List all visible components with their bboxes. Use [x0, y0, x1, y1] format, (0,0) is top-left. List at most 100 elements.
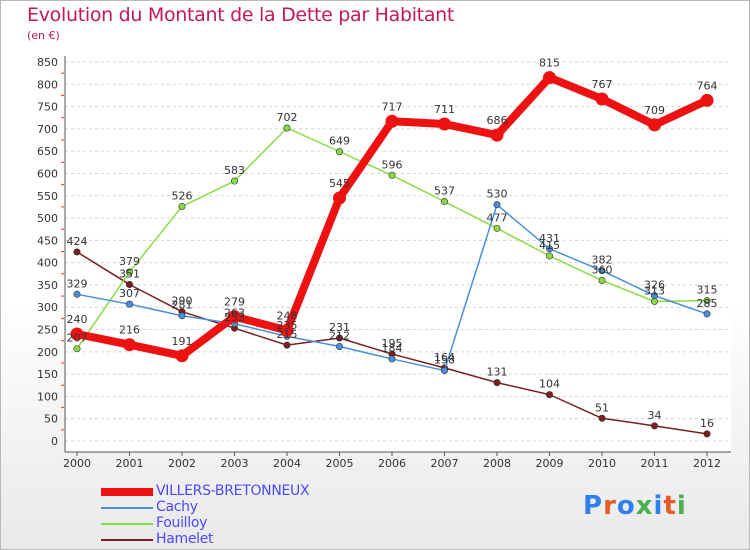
x-tick-label: 2003 [221, 457, 249, 470]
data-point-cachy [126, 300, 134, 308]
y-tick-label: 200 [37, 346, 58, 359]
data-point-fouilloy [335, 148, 343, 156]
data-label-fouilloy: 313 [644, 284, 665, 297]
data-label-villers-bretonneux: 767 [592, 78, 613, 91]
data-point-villers-bretonneux [490, 128, 504, 142]
data-label-fouilloy: 583 [224, 164, 245, 177]
data-point-hamelet [598, 414, 606, 422]
data-point-cachy [493, 201, 501, 209]
data-point-fouilloy [126, 268, 134, 276]
data-label-cachy: 326 [644, 279, 665, 292]
data-label-cachy: 382 [592, 254, 613, 267]
y-tick-label: 850 [37, 56, 58, 69]
legend-label-cachy: Cachy [156, 499, 198, 515]
data-label-fouilloy: 207 [67, 332, 88, 345]
data-label-fouilloy: 360 [592, 263, 613, 276]
data-label-cachy: 184 [382, 342, 403, 355]
legend-swatch-villers-bretonneux [101, 488, 153, 496]
data-label-cachy: 530 [487, 188, 508, 201]
legend-item-hamelet: Hamelet [101, 531, 401, 549]
data-point-cachy [703, 310, 711, 318]
logo-letter: i [676, 491, 687, 521]
data-label-villers-bretonneux: 216 [119, 324, 140, 337]
chart-unit-label: (en €) [27, 29, 60, 42]
data-point-cachy [650, 292, 658, 300]
data-label-villers-bretonneux: 545 [329, 177, 350, 190]
y-tick-label: 400 [37, 257, 58, 270]
data-point-fouilloy [178, 202, 186, 210]
data-label-cachy: 285 [697, 297, 718, 310]
data-point-fouilloy [73, 345, 81, 353]
data-point-hamelet [283, 341, 291, 349]
data-point-fouilloy [388, 171, 396, 179]
x-tick-label: 2004 [273, 457, 301, 470]
y-tick-label: 100 [37, 390, 58, 403]
data-point-hamelet [335, 334, 343, 342]
legend-label-hamelet: Hamelet [156, 531, 214, 547]
y-tick-label: 600 [37, 167, 58, 180]
data-label-fouilloy: 702 [277, 111, 298, 124]
logo-letter: P [583, 491, 604, 521]
data-label-hamelet: 164 [434, 351, 455, 364]
legend-item-cachy: Cachy [101, 499, 401, 517]
data-label-villers-bretonneux: 815 [539, 57, 560, 70]
x-tick-label: 2009 [536, 457, 564, 470]
data-label-hamelet: 104 [539, 378, 560, 391]
data-label-fouilloy: 537 [434, 185, 455, 198]
x-tick-label: 2008 [483, 457, 511, 470]
logo-letter: t [663, 491, 677, 521]
proxiti-logo: Proxiti [583, 491, 687, 521]
data-point-fouilloy [231, 177, 239, 185]
data-point-villers-bretonneux [595, 92, 609, 106]
logo-letter: x [635, 491, 654, 521]
data-point-villers-bretonneux [70, 327, 84, 341]
data-label-fouilloy: 379 [119, 255, 140, 268]
data-point-cachy [335, 342, 343, 350]
data-point-fouilloy [545, 252, 553, 260]
data-point-hamelet [703, 430, 711, 438]
x-tick-label: 2006 [378, 457, 406, 470]
data-label-villers-bretonneux: 686 [487, 114, 508, 127]
x-tick-label: 2010 [588, 457, 616, 470]
data-point-cachy [440, 367, 448, 375]
data-point-cachy [178, 312, 186, 320]
legend-item-fouilloy: Fouilloy [101, 515, 401, 533]
series-lines [70, 71, 714, 438]
x-tick-label: 2000 [63, 457, 91, 470]
data-label-cachy: 158 [434, 354, 455, 367]
legend-label-fouilloy: Fouilloy [156, 515, 208, 531]
legend-item-villers-bretonneux: VILLERS-BRETONNEUX [101, 483, 401, 501]
data-point-fouilloy [283, 124, 291, 132]
chart-title: Evolution du Montant de la Dette par Hab… [27, 4, 455, 26]
x-tick-label: 2011 [641, 457, 669, 470]
data-point-hamelet [126, 280, 134, 288]
data-label-fouilloy: 649 [329, 135, 350, 148]
data-point-villers-bretonneux [700, 93, 714, 107]
y-tick-label: 550 [37, 190, 58, 203]
data-label-villers-bretonneux: 248 [277, 309, 298, 322]
data-label-cachy: 431 [539, 232, 560, 245]
y-tick-label: 800 [37, 78, 58, 91]
data-point-cachy [598, 267, 606, 275]
y-tick-label: 150 [37, 368, 58, 381]
logo-letter: i [653, 491, 664, 521]
data-label-villers-bretonneux: 279 [224, 296, 245, 309]
data-point-villers-bretonneux [438, 117, 451, 131]
data-point-cachy [73, 290, 81, 298]
x-tick-label: 2012 [693, 457, 721, 470]
data-label-cachy: 212 [329, 329, 350, 342]
logo-letter: r [603, 491, 617, 521]
y-tick-label: 0 [51, 435, 58, 448]
data-point-fouilloy [493, 224, 501, 232]
data-point-fouilloy [440, 198, 448, 206]
y-tick-label: 250 [37, 324, 58, 337]
axes: 0 50 100 150 200 250 300 350 400 450 500 550 600 650 7… [37, 56, 731, 470]
y-tick-label: 50 [44, 413, 58, 426]
data-point-fouilloy [650, 297, 658, 305]
y-tick-label: 450 [37, 234, 58, 247]
data-label-fouilloy: 315 [697, 284, 718, 297]
data-point-hamelet [545, 391, 553, 399]
data-label-fouilloy: 477 [487, 211, 508, 224]
data-point-fouilloy [703, 297, 711, 305]
data-labels: 240 216 191 279 248 545 717 711 686 815 767 709 764 3… [67, 57, 718, 430]
